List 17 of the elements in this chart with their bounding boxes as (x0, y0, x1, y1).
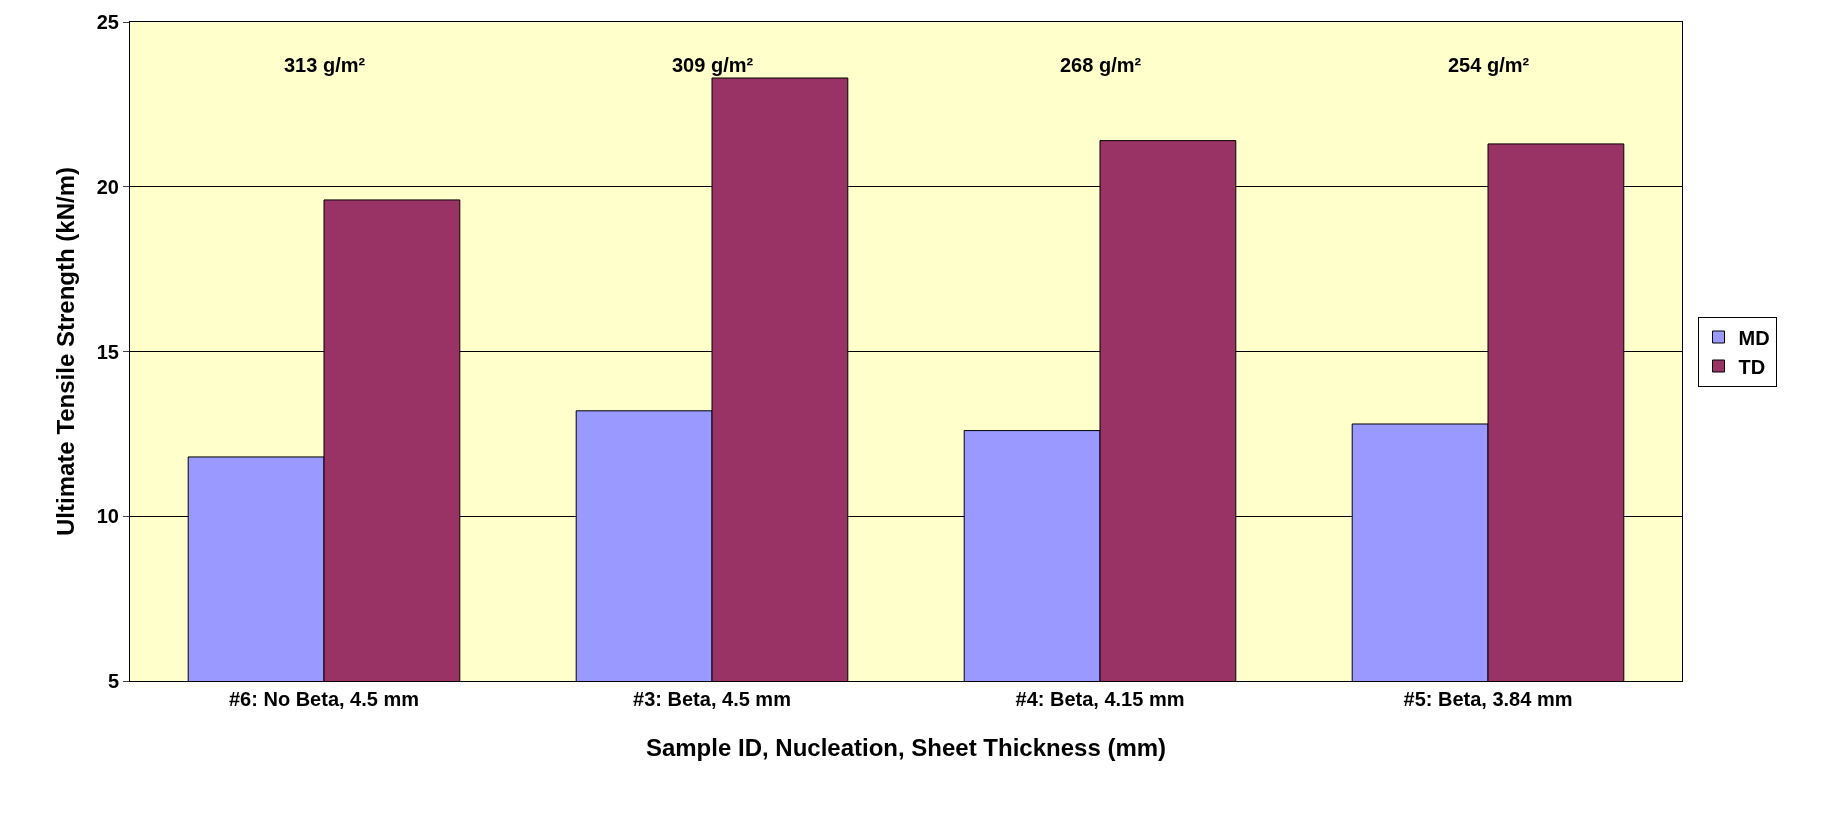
x-tick-label: #6: No Beta, 4.5 mm (228, 688, 420, 710)
legend-label: MD (1738, 326, 1770, 349)
y-tick-label: 25 (96, 11, 119, 33)
x-tick-label: #5: Beta, 3.84 mm (1403, 688, 1573, 710)
annotation: 254 g/m² (1448, 54, 1530, 76)
y-tick-label: 15 (96, 340, 119, 363)
annotation: 268 g/m² (1060, 54, 1142, 76)
x-tick-label: #3: Beta, 4.5 mm (633, 688, 791, 710)
y-axis-title: Ultimate Tensile Strength (kN/m) (51, 167, 79, 536)
x-tick-label: #4: Beta, 4.15 mm (1015, 688, 1185, 710)
annotation: 309 g/m² (672, 54, 754, 76)
annotation: 313 g/m² (284, 54, 366, 76)
y-tick-label: 10 (96, 505, 119, 528)
legend-label: TD (1738, 355, 1766, 378)
y-tick-label: 5 (107, 670, 119, 692)
y-tick-label: 20 (96, 175, 119, 198)
x-axis-title: Sample ID, Nucleation, Sheet Thickness (mm) (645, 734, 1167, 762)
